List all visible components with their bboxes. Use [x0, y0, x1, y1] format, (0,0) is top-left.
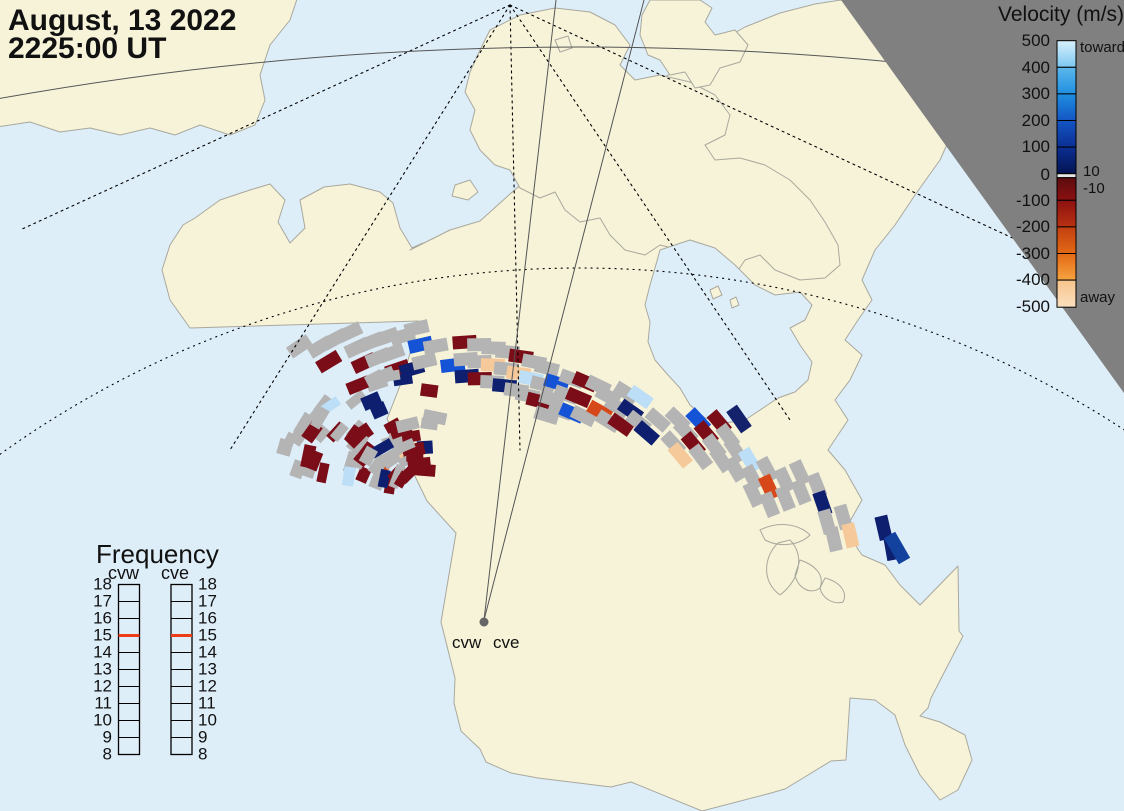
svg-text:-200: -200 — [1016, 217, 1050, 236]
svg-text:toward: toward — [1080, 39, 1124, 56]
svg-text:300: 300 — [1022, 84, 1050, 103]
svg-text:100: 100 — [1022, 137, 1050, 156]
svg-text:-10: -10 — [1083, 180, 1105, 197]
svg-text:200: 200 — [1022, 111, 1050, 130]
svg-text:cve: cve — [161, 563, 189, 583]
svg-text:cvw: cvw — [452, 633, 482, 652]
svg-text:500: 500 — [1022, 31, 1050, 50]
svg-text:400: 400 — [1022, 58, 1050, 77]
svg-text:cvw: cvw — [108, 563, 140, 583]
svg-text:-400: -400 — [1016, 270, 1050, 289]
svg-text:8: 8 — [198, 745, 207, 764]
svg-text:Velocity (m/s): Velocity (m/s) — [998, 3, 1124, 26]
svg-text:away: away — [1080, 289, 1116, 306]
svg-text:cve: cve — [493, 633, 519, 652]
svg-text:0: 0 — [1041, 165, 1050, 184]
svg-text:-500: -500 — [1016, 297, 1050, 316]
svg-text:2225:00 UT: 2225:00 UT — [8, 32, 166, 65]
svg-text:-100: -100 — [1016, 191, 1050, 210]
svg-text:8: 8 — [103, 745, 112, 764]
svg-text:10: 10 — [1083, 163, 1100, 180]
svg-text:-300: -300 — [1016, 244, 1050, 263]
